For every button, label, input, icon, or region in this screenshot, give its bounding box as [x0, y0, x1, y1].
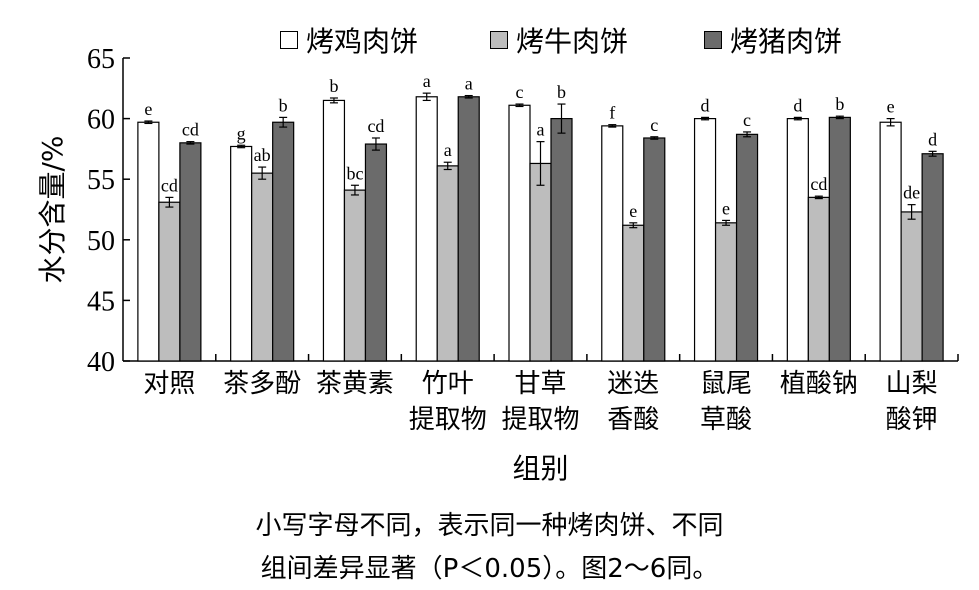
legend-item-chicken: 烤鸡肉饼: [280, 20, 418, 60]
y-tick-label-45: 45: [87, 286, 115, 317]
bar-1-0: [230, 145, 253, 362]
bar-1-2: [272, 121, 295, 362]
y-axis-label: 水分含量/%: [36, 135, 69, 283]
significance-label-0-1: cd: [161, 175, 178, 195]
y-tick-label-65: 65: [87, 44, 115, 75]
significance-label-8-1: de: [903, 183, 920, 203]
significance-label-1-1: ab: [254, 145, 271, 165]
figure-note-line-2: 组间差异显著（P＜0.05）。图2～6同。: [260, 554, 719, 584]
x-category-label-8-1: 酸钾: [886, 405, 938, 435]
significance-label-3-2: a: [465, 74, 473, 94]
x-category-label-8-0: 山梨: [886, 369, 938, 399]
legend-swatch-pork: [704, 31, 722, 49]
chart-legend: 烤鸡肉饼 烤牛肉饼 烤猪肉饼: [0, 20, 979, 60]
bar-5-0: [601, 125, 624, 362]
x-category-label-2-0: 茶黄素: [316, 369, 394, 399]
significance-label-3-1: a: [444, 140, 452, 160]
x-category-label-5-1: 香酸: [607, 405, 659, 435]
bar-7-0: [786, 117, 809, 362]
bar-2-2: [364, 143, 388, 362]
y-tick-label-55: 55: [87, 165, 115, 196]
significance-label-4-0: c: [516, 82, 524, 102]
bar-5-2: [643, 137, 666, 362]
bar-6-0: [693, 117, 717, 362]
significance-label-3-0: a: [423, 71, 431, 91]
significance-label-0-0: e: [144, 99, 152, 119]
significance-label-2-1: bc: [346, 163, 363, 183]
x-category-label-4-1: 提取物: [501, 405, 579, 435]
x-category-label-4-0: 甘草: [514, 369, 566, 399]
x-category-label-1-0: 茶多酚: [223, 369, 301, 399]
significance-label-2-2: cd: [367, 116, 384, 136]
bar-3-2: [457, 96, 480, 362]
legend-label-beef: 烤牛肉饼: [516, 25, 629, 58]
bar-5-1: [622, 224, 645, 362]
bar-2-0: [322, 99, 346, 362]
bar-7-2: [828, 116, 851, 362]
legend-label-pork: 烤猪肉饼: [730, 25, 843, 58]
bar-4-2: [550, 117, 573, 362]
y-tick-label-50: 50: [87, 226, 115, 257]
bar-6-2: [735, 133, 759, 362]
legend-swatch-chicken: [280, 31, 298, 49]
x-category-label-6-0: 鼠尾: [700, 369, 752, 399]
significance-label-8-0: e: [887, 97, 895, 117]
significance-label-1-0: g: [237, 123, 246, 143]
x-category-label-3-0: 竹叶: [422, 369, 474, 399]
bar-4-1: [529, 162, 552, 362]
bar-8-0: [879, 121, 902, 362]
significance-label-5-1: e: [629, 201, 637, 221]
x-category-label-5-0: 迷迭: [607, 369, 659, 399]
significance-label-5-0: f: [609, 103, 615, 123]
bar-2-1: [343, 189, 367, 362]
x-category-label-6-1: 草酸: [700, 405, 752, 435]
bar-1-1: [251, 172, 274, 362]
significance-label-4-2: b: [557, 82, 566, 102]
legend-swatch-beef: [490, 31, 508, 49]
bar-0-1: [158, 201, 181, 362]
significance-label-5-2: c: [650, 115, 658, 135]
figure-note-line-1: 小写字母不同，表示同一种烤肉饼、不同: [255, 511, 724, 541]
bar-8-1: [900, 211, 923, 362]
significance-label-8-2: d: [928, 129, 937, 149]
bar-3-0: [415, 96, 438, 362]
significance-label-1-2: b: [279, 95, 288, 115]
bar-6-1: [714, 222, 738, 362]
significance-label-6-2: c: [743, 110, 751, 130]
bar-3-1: [436, 165, 459, 362]
legend-item-beef: 烤牛肉饼: [490, 20, 628, 60]
x-category-label-3-1: 提取物: [409, 405, 487, 435]
x-category-label-7-0: 植酸钠: [780, 369, 858, 399]
significance-label-7-0: d: [793, 95, 802, 115]
y-tick-label-40: 40: [87, 347, 115, 378]
significance-label-4-1: a: [537, 120, 545, 140]
bar-7-1: [807, 196, 830, 362]
significance-label-7-2: b: [835, 94, 844, 114]
significance-label-2-0: b: [329, 76, 338, 96]
bar-0-2: [179, 142, 202, 362]
significance-label-0-2: cd: [182, 120, 199, 140]
legend-label-chicken: 烤鸡肉饼: [306, 25, 419, 58]
legend-item-pork: 烤猪肉饼: [704, 20, 842, 60]
significance-label-7-1: cd: [810, 174, 827, 194]
significance-label-6-0: d: [701, 95, 710, 115]
x-axis-label: 组别: [512, 452, 568, 485]
significance-label-6-1: e: [722, 198, 730, 218]
x-category-label-0-0: 对照: [143, 369, 195, 399]
bar-8-2: [921, 153, 944, 362]
bar-0-0: [137, 121, 160, 362]
y-tick-label-60: 60: [87, 105, 115, 136]
bar-4-0: [508, 104, 531, 362]
